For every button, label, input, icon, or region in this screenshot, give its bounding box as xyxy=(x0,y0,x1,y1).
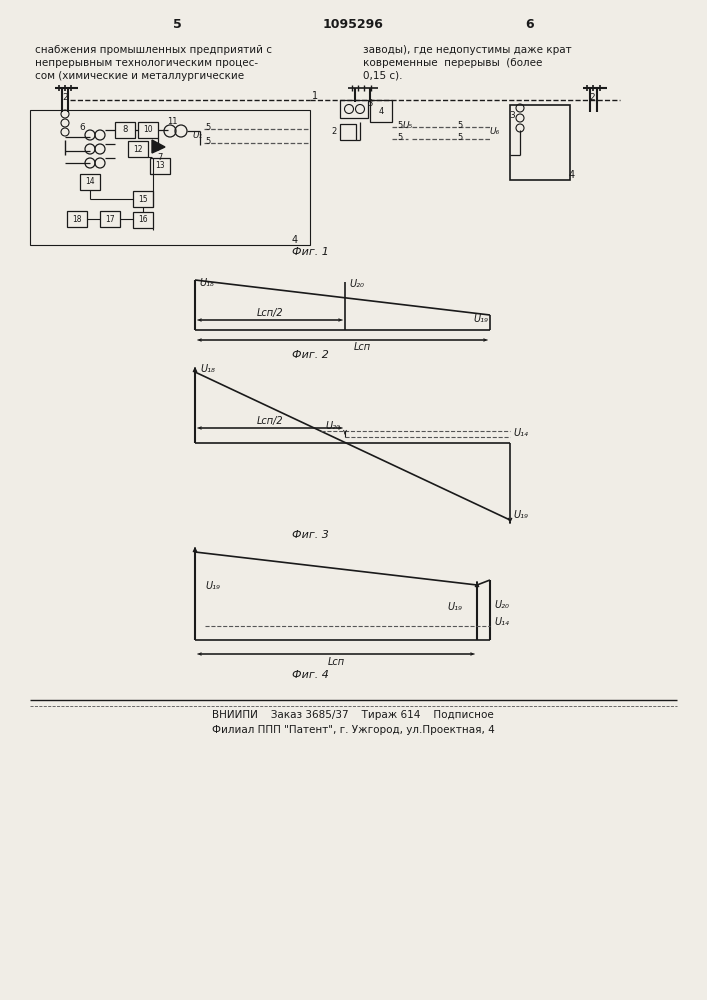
Text: U₆: U₆ xyxy=(490,127,500,136)
Text: 10: 10 xyxy=(144,125,153,134)
Text: 1095296: 1095296 xyxy=(322,18,383,31)
Text: Фиг. 2: Фиг. 2 xyxy=(291,350,329,360)
Text: U₁₈: U₁₈ xyxy=(199,278,214,288)
Bar xyxy=(30,110,310,245)
Bar xyxy=(340,124,356,140)
Text: Lсп/2: Lсп/2 xyxy=(257,308,284,318)
Text: заводы), где недопустимы даже крат: заводы), где недопустимы даже крат xyxy=(363,45,572,55)
Text: U₁₉: U₁₉ xyxy=(205,581,220,591)
Text: U₁₉: U₁₉ xyxy=(513,510,528,520)
Text: Фиг. 3: Фиг. 3 xyxy=(291,530,329,540)
Text: U₅: U₅ xyxy=(403,121,413,130)
Text: U₂₀: U₂₀ xyxy=(494,600,509,610)
Text: 4: 4 xyxy=(292,235,298,245)
Text: 4: 4 xyxy=(569,170,575,180)
Text: 6: 6 xyxy=(526,18,534,31)
Text: 13: 13 xyxy=(156,161,165,170)
Bar xyxy=(133,191,153,207)
Text: 2: 2 xyxy=(332,127,337,136)
Text: 1: 1 xyxy=(312,91,318,101)
Text: 5: 5 xyxy=(397,133,402,142)
Text: Lсп/2: Lсп/2 xyxy=(257,416,284,426)
Bar xyxy=(115,122,135,138)
Text: 2: 2 xyxy=(589,93,595,102)
Bar xyxy=(370,100,392,122)
Text: ВНИИПИ    Заказ 3685/37    Тираж 614    Подписное: ВНИИПИ Заказ 3685/37 Тираж 614 Подписное xyxy=(212,710,494,720)
Text: 17: 17 xyxy=(105,215,115,224)
Text: сом (химические и металлургические: сом (химические и металлургические xyxy=(35,71,244,81)
Text: 16: 16 xyxy=(138,216,148,225)
Text: ковременные  перерывы  (более: ковременные перерывы (более xyxy=(363,58,542,68)
Text: 2: 2 xyxy=(62,93,68,102)
Text: 7: 7 xyxy=(158,153,163,162)
Text: 14: 14 xyxy=(85,178,95,186)
Text: Фиг. 4: Фиг. 4 xyxy=(291,670,329,680)
Text: U₂₀: U₂₀ xyxy=(326,421,341,431)
Text: непрерывным технологическим процес-: непрерывным технологическим процес- xyxy=(35,58,258,68)
Bar xyxy=(100,211,120,227)
Text: Lсп: Lсп xyxy=(327,657,344,667)
Bar xyxy=(150,158,170,174)
Bar xyxy=(510,105,570,180)
Text: U₁: U₁ xyxy=(193,131,203,140)
Text: 5: 5 xyxy=(457,133,462,142)
Text: 4: 4 xyxy=(378,106,384,115)
Bar xyxy=(128,141,148,157)
Text: 0,15 с).: 0,15 с). xyxy=(363,71,402,81)
Text: Филиал ППП "Патент", г. Ужгород, ул.Проектная, 4: Филиал ППП "Патент", г. Ужгород, ул.Прое… xyxy=(211,725,494,735)
Text: 12: 12 xyxy=(133,144,143,153)
Text: 5: 5 xyxy=(205,137,211,146)
Text: 5: 5 xyxy=(205,122,211,131)
Polygon shape xyxy=(152,140,165,153)
Text: 5: 5 xyxy=(397,120,402,129)
Text: 5: 5 xyxy=(173,18,182,31)
Bar xyxy=(138,122,158,138)
Text: снабжения промышленных предприятий с: снабжения промышленных предприятий с xyxy=(35,45,272,55)
Text: 3: 3 xyxy=(509,110,515,119)
Text: U₁₄: U₁₄ xyxy=(494,617,509,627)
Text: U₂₀: U₂₀ xyxy=(349,279,364,289)
Text: 15: 15 xyxy=(138,194,148,204)
Text: 3: 3 xyxy=(368,99,373,107)
Text: U₁₄: U₁₄ xyxy=(513,428,528,438)
Text: 6: 6 xyxy=(79,123,85,132)
Text: U₁₉: U₁₉ xyxy=(447,602,462,612)
Text: 8: 8 xyxy=(122,125,128,134)
Text: U₁₉: U₁₉ xyxy=(473,314,488,324)
Bar xyxy=(340,100,368,118)
Bar xyxy=(67,211,87,227)
Text: 11: 11 xyxy=(167,117,177,126)
Text: Lсп: Lсп xyxy=(354,342,371,352)
Text: Фиг. 1: Фиг. 1 xyxy=(291,247,329,257)
Bar xyxy=(133,212,153,228)
Text: U₁₈: U₁₈ xyxy=(200,364,215,374)
Bar xyxy=(80,174,100,190)
Text: 18: 18 xyxy=(72,215,82,224)
Text: 5: 5 xyxy=(457,120,462,129)
